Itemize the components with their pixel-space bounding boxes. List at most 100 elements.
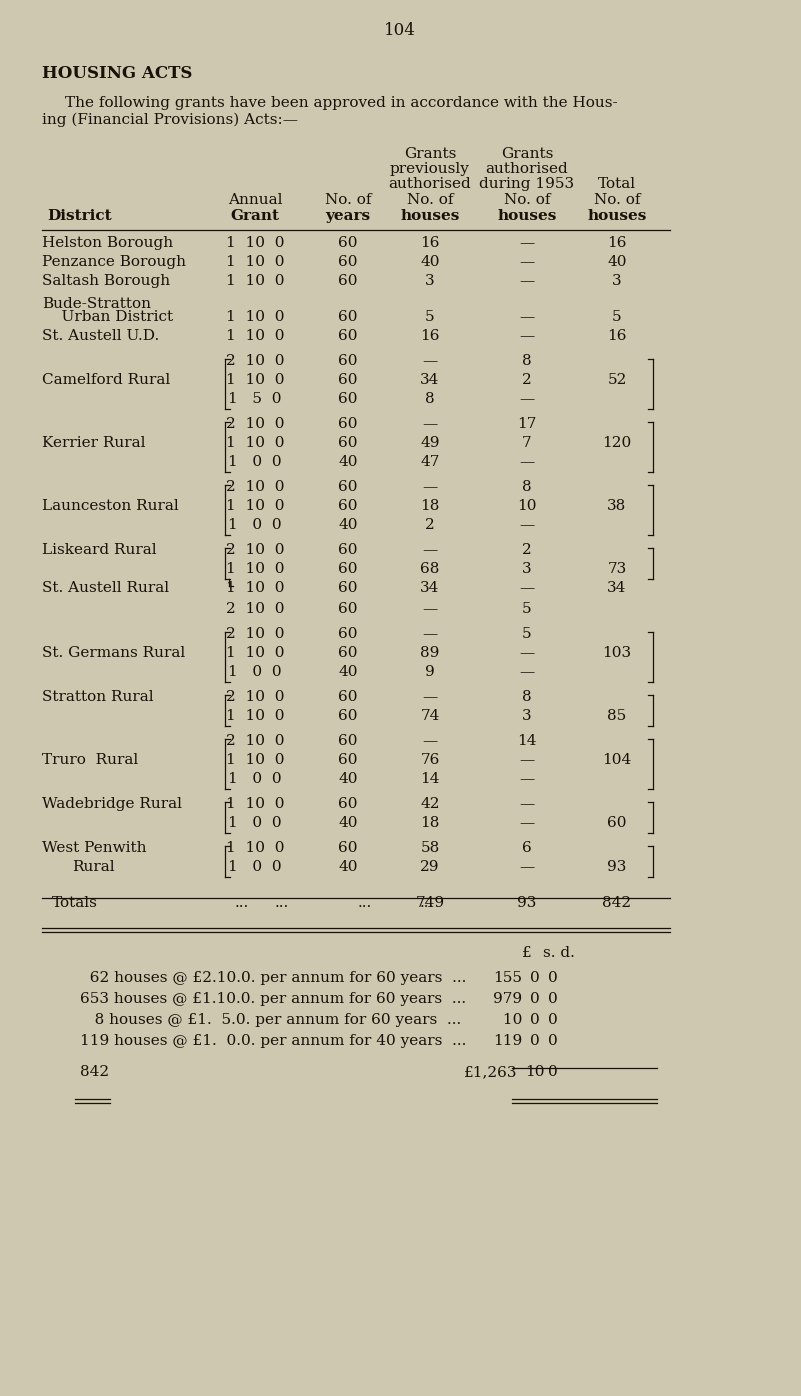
Text: Launceston Rural: Launceston Rural [42, 498, 179, 512]
Text: 1   0  0: 1 0 0 [228, 664, 282, 678]
Text: 2: 2 [522, 373, 532, 387]
Text: —: — [422, 355, 437, 369]
Text: 34: 34 [421, 373, 440, 387]
Text: 5: 5 [425, 310, 435, 324]
Text: 8: 8 [522, 480, 532, 494]
Text: 60: 60 [338, 498, 358, 512]
Text: 1   0  0: 1 0 0 [228, 817, 282, 831]
Text: 34: 34 [607, 581, 626, 595]
Text: 14: 14 [421, 772, 440, 786]
Text: 10: 10 [525, 1065, 545, 1079]
Text: 2  10  0: 2 10 0 [226, 543, 284, 557]
Text: 16: 16 [607, 329, 626, 343]
Text: 60: 60 [338, 392, 358, 406]
Text: during 1953: during 1953 [480, 177, 574, 191]
Text: authorised: authorised [388, 177, 471, 191]
Text: —: — [519, 581, 534, 595]
Text: No. of: No. of [504, 193, 550, 207]
Text: 3: 3 [522, 709, 532, 723]
Text: 60: 60 [338, 840, 358, 854]
Text: Camelford Rural: Camelford Rural [42, 373, 171, 387]
Text: 29: 29 [421, 860, 440, 874]
Text: 3: 3 [612, 274, 622, 288]
Text: 60: 60 [338, 602, 358, 616]
Text: 38: 38 [607, 498, 626, 512]
Text: 10: 10 [497, 1013, 522, 1027]
Text: 0: 0 [548, 1013, 557, 1027]
Text: 93: 93 [607, 860, 626, 874]
Text: ...: ... [358, 896, 372, 910]
Text: 34: 34 [421, 581, 440, 595]
Text: No. of: No. of [407, 193, 453, 207]
Text: 60: 60 [338, 310, 358, 324]
Text: 16: 16 [421, 236, 440, 250]
Text: 60: 60 [338, 274, 358, 288]
Text: —: — [422, 734, 437, 748]
Text: 40: 40 [338, 860, 358, 874]
Text: —: — [519, 664, 534, 678]
Text: 104: 104 [384, 22, 416, 39]
Text: 0: 0 [530, 1013, 540, 1027]
Text: 842: 842 [80, 1065, 109, 1079]
Text: Stratton Rural: Stratton Rural [42, 690, 154, 704]
Text: 1  10  0: 1 10 0 [226, 329, 284, 343]
Text: 1   5  0: 1 5 0 [228, 392, 282, 406]
Text: 40: 40 [607, 255, 626, 269]
Text: —: — [519, 518, 534, 532]
Text: 2  10  0: 2 10 0 [226, 417, 284, 431]
Text: 16: 16 [607, 236, 626, 250]
Text: District: District [47, 209, 111, 223]
Text: No. of: No. of [594, 193, 640, 207]
Text: 1   0  0: 1 0 0 [228, 455, 282, 469]
Text: 60: 60 [338, 627, 358, 641]
Text: 89: 89 [421, 646, 440, 660]
Text: —: — [422, 627, 437, 641]
Text: 14: 14 [517, 734, 537, 748]
Text: 979: 979 [493, 993, 522, 1007]
Text: 2: 2 [522, 543, 532, 557]
Text: 2  10  0: 2 10 0 [226, 690, 284, 704]
Text: 2  10  0: 2 10 0 [226, 602, 284, 616]
Text: 18: 18 [421, 498, 440, 512]
Text: 1  10  0: 1 10 0 [226, 581, 284, 595]
Text: 1  10  0: 1 10 0 [226, 255, 284, 269]
Text: 60: 60 [338, 734, 358, 748]
Text: ...: ... [420, 896, 434, 910]
Text: 60: 60 [338, 709, 358, 723]
Text: 68: 68 [421, 563, 440, 577]
Text: 5: 5 [522, 627, 532, 641]
Text: 60: 60 [338, 373, 358, 387]
Text: —: — [519, 329, 534, 343]
Text: St. Austell U.D.: St. Austell U.D. [42, 329, 159, 343]
Text: 60: 60 [338, 563, 358, 577]
Text: Bude-Stratton: Bude-Stratton [42, 297, 151, 311]
Text: 2: 2 [425, 518, 435, 532]
Text: Annual: Annual [227, 193, 282, 207]
Text: 60: 60 [338, 543, 358, 557]
Text: 60: 60 [338, 646, 358, 660]
Text: 2  10  0: 2 10 0 [226, 355, 284, 369]
Text: —: — [422, 543, 437, 557]
Text: 60: 60 [338, 355, 358, 369]
Text: 8: 8 [522, 690, 532, 704]
Text: 0: 0 [548, 972, 557, 986]
Text: 60: 60 [338, 329, 358, 343]
Text: ing (Financial Provisions) Acts:—: ing (Financial Provisions) Acts:— [42, 113, 298, 127]
Text: 16: 16 [421, 329, 440, 343]
Text: 1  10  0: 1 10 0 [226, 310, 284, 324]
Text: St. Germans Rural: St. Germans Rural [42, 646, 185, 660]
Text: Total: Total [598, 177, 636, 191]
Text: 1  10  0: 1 10 0 [226, 563, 284, 577]
Text: Helston Borough: Helston Borough [42, 236, 173, 250]
Text: 60: 60 [338, 752, 358, 766]
Text: 3: 3 [522, 563, 532, 577]
Text: 40: 40 [338, 817, 358, 831]
Text: St. Austell Rural: St. Austell Rural [42, 581, 169, 595]
Text: 60: 60 [338, 690, 358, 704]
Text: s. d.: s. d. [543, 946, 575, 960]
Text: 1  10  0: 1 10 0 [226, 646, 284, 660]
Text: 60: 60 [338, 480, 358, 494]
Text: Totals: Totals [52, 896, 98, 910]
Text: houses: houses [497, 209, 557, 223]
Text: 58: 58 [421, 840, 440, 854]
